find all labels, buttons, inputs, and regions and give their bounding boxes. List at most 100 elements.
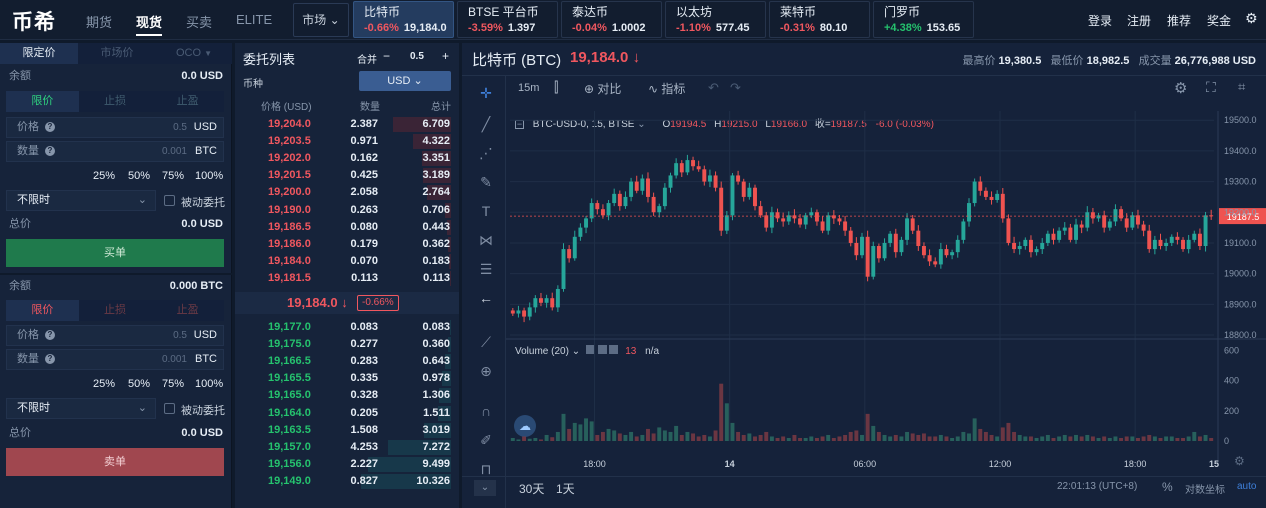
candle[interactable] xyxy=(798,218,803,225)
candle[interactable] xyxy=(753,187,757,207)
sell-passive-checkbox[interactable] xyxy=(164,403,175,414)
sell-button[interactable]: 卖单 xyxy=(6,448,224,476)
indicators-button[interactable]: ∿ 指标 xyxy=(648,80,685,97)
bid-row[interactable]: 19,175.0 0.277 0.360 xyxy=(235,335,459,354)
candle[interactable] xyxy=(713,175,718,188)
candle[interactable] xyxy=(1192,233,1197,240)
merge-increase-button[interactable]: + xyxy=(442,49,450,63)
candle[interactable] xyxy=(1175,236,1180,240)
register-link[interactable]: 注册 xyxy=(1127,14,1152,28)
brush-icon[interactable]: ✎ xyxy=(480,174,492,190)
ticker-4[interactable]: 莱特币 -0.31% 80.10 xyxy=(769,1,870,38)
tab-sell-limit[interactable]: 限价 xyxy=(6,300,79,321)
candle[interactable] xyxy=(764,215,769,228)
ticker-0[interactable]: 比特币 -0.66% 19,184.0 xyxy=(353,1,454,38)
candle[interactable] xyxy=(730,175,735,216)
pct-100-button[interactable]: 100% xyxy=(195,170,224,182)
candle[interactable] xyxy=(938,249,943,265)
settings-small-icon[interactable] xyxy=(597,345,607,354)
tab-limit[interactable]: 限定价 xyxy=(0,43,78,64)
candle[interactable] xyxy=(691,160,696,167)
ask-row[interactable]: 19,200.0 2.058 2.764 xyxy=(235,183,459,202)
candle[interactable] xyxy=(662,187,667,207)
candle[interactable] xyxy=(696,166,701,170)
candle[interactable] xyxy=(1074,224,1078,240)
sell-qty-input[interactable]: 数量? 0.001 BTC xyxy=(6,349,224,370)
candle[interactable] xyxy=(972,181,977,204)
ask-row[interactable]: 19,184.0 0.070 0.183 xyxy=(235,252,459,271)
redo-icon[interactable]: ↷ xyxy=(730,80,741,95)
candle[interactable] xyxy=(1096,215,1101,219)
tab-sell-take-profit[interactable]: 止盈 xyxy=(176,304,199,316)
candle[interactable] xyxy=(910,218,915,231)
ruler-icon[interactable]: ⟋ xyxy=(481,334,491,350)
ticker-3[interactable]: 以太坊 -1.10% 577.45 xyxy=(665,1,766,38)
caret-down-icon[interactable]: ⌄ xyxy=(637,119,646,130)
ask-row[interactable]: 19,186.5 0.080 0.443 xyxy=(235,218,459,237)
candle[interactable] xyxy=(865,236,870,277)
candle[interactable] xyxy=(1147,230,1152,250)
log-scale-toggle[interactable]: 对数坐标 xyxy=(1185,485,1225,496)
candle[interactable] xyxy=(707,175,712,182)
candle[interactable] xyxy=(933,261,938,265)
pattern-icon[interactable]: ⋈ xyxy=(479,232,493,248)
candle[interactable] xyxy=(1119,209,1124,219)
candle[interactable] xyxy=(629,181,634,197)
candle[interactable] xyxy=(1045,233,1050,243)
candle[interactable] xyxy=(600,209,605,216)
candle[interactable] xyxy=(792,215,797,219)
eye-icon[interactable] xyxy=(585,345,595,354)
candle[interactable] xyxy=(1028,239,1033,253)
bid-row[interactable]: 19,163.5 1.508 3.019 xyxy=(235,421,459,440)
ask-row[interactable]: 19,203.5 0.971 4.322 xyxy=(235,132,459,151)
nav-otc[interactable]: 买卖 xyxy=(186,15,213,30)
ask-row[interactable]: 19,181.5 0.113 0.113 xyxy=(235,269,459,288)
candle[interactable] xyxy=(606,203,611,216)
candle[interactable] xyxy=(893,233,898,253)
candle[interactable] xyxy=(950,252,955,256)
zoom-icon[interactable]: ⊕ xyxy=(480,363,492,379)
candle[interactable] xyxy=(736,175,741,182)
candle[interactable] xyxy=(567,249,572,259)
candle[interactable] xyxy=(1079,224,1084,228)
candle[interactable] xyxy=(516,310,521,314)
buy-tif-select[interactable]: 不限时 ⌄ xyxy=(6,190,156,211)
candle[interactable] xyxy=(584,218,589,228)
gear-icon[interactable]: ⚙ xyxy=(1234,454,1245,468)
candle[interactable] xyxy=(1181,239,1185,250)
candle[interactable] xyxy=(1141,224,1146,231)
candle[interactable] xyxy=(1057,230,1062,240)
candle[interactable] xyxy=(955,239,960,253)
candle[interactable] xyxy=(814,212,819,222)
tab-sell-stop[interactable]: 止损 xyxy=(104,304,126,316)
candle[interactable] xyxy=(983,190,988,197)
text-icon[interactable]: T xyxy=(481,203,491,219)
help-icon[interactable]: ? xyxy=(45,330,55,341)
percent-toggle[interactable]: % xyxy=(1162,480,1173,494)
login-link[interactable]: 登录 xyxy=(1088,14,1113,28)
candle[interactable] xyxy=(578,227,583,237)
tab-buy-limit[interactable]: 限价 xyxy=(6,91,79,112)
candle[interactable] xyxy=(860,236,864,256)
candle[interactable] xyxy=(995,193,1000,200)
candle[interactable] xyxy=(544,298,549,303)
candle[interactable] xyxy=(826,215,831,231)
bid-row[interactable]: 19,149.0 0.827 10.326 xyxy=(235,472,459,491)
ticker-5[interactable]: 门罗币 +4.38% 153.65 xyxy=(873,1,974,38)
candle[interactable] xyxy=(1169,236,1174,243)
bid-row[interactable]: 19,165.0 0.328 1.306 xyxy=(235,386,459,405)
fib-icon[interactable]: ⋰ xyxy=(479,145,493,161)
candle[interactable] xyxy=(882,242,887,259)
candle[interactable] xyxy=(651,196,656,213)
tab-oco[interactable]: OCO ▼ xyxy=(156,43,232,64)
bid-row[interactable]: 19,177.0 0.083 0.083 xyxy=(235,318,459,337)
candle[interactable] xyxy=(967,203,971,222)
candle[interactable] xyxy=(555,288,560,308)
candle[interactable] xyxy=(634,181,639,191)
candle[interactable] xyxy=(1068,227,1073,240)
candle[interactable] xyxy=(831,215,836,219)
candle[interactable] xyxy=(786,215,791,222)
candle[interactable] xyxy=(837,218,842,222)
candle[interactable] xyxy=(1107,221,1112,228)
nav-futures[interactable]: 期货 xyxy=(86,15,113,30)
